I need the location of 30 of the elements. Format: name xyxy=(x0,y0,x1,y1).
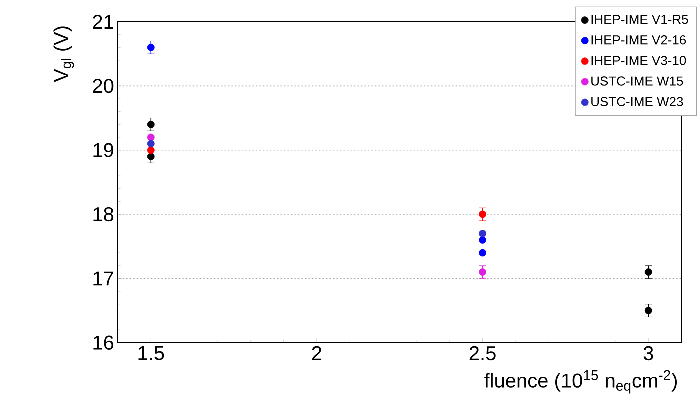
x-tick-label: 1.5 xyxy=(138,346,164,360)
legend-label: USTC-IME W15 xyxy=(592,76,684,86)
point xyxy=(479,210,486,218)
y-tick-label: 19 xyxy=(94,143,114,158)
y-tick-label: 18 xyxy=(94,208,114,222)
x-tick-label: 2 xyxy=(312,346,322,360)
point xyxy=(147,44,155,52)
y-tick-label: 21 xyxy=(93,15,114,30)
y-tick-label: 20 xyxy=(93,79,114,94)
x-axis-title: fluence (10$^{15}$ n$_{eq}$cm$^{-2}$) xyxy=(484,370,678,394)
point xyxy=(147,121,155,128)
point xyxy=(147,153,155,161)
point xyxy=(147,140,155,148)
point xyxy=(147,134,155,142)
point xyxy=(479,230,486,238)
legend-label: IHEP-IME V2-16 xyxy=(592,36,686,45)
point xyxy=(479,249,486,257)
point xyxy=(479,268,486,276)
y-tick-label: 16 xyxy=(94,336,114,350)
legend-label: USTC-IME W23 xyxy=(592,97,684,107)
point xyxy=(644,307,652,315)
legend-label: IHEP-IME V3-10 xyxy=(592,56,686,66)
point xyxy=(147,146,155,154)
point xyxy=(479,236,486,244)
x-tick-label: 3 xyxy=(644,346,654,361)
x-tick-label: 2.5 xyxy=(470,346,496,361)
y-axis-title: V$_{gl}$ (V) xyxy=(54,26,74,82)
y-tick-label: 17 xyxy=(94,272,114,286)
point xyxy=(644,268,652,276)
legend-label: IHEP-IME V1-R5 xyxy=(592,15,688,24)
